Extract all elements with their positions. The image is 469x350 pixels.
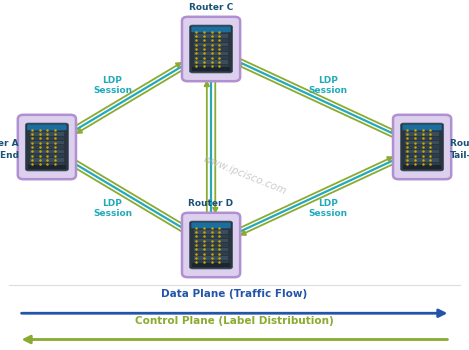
Bar	[194, 248, 228, 251]
Bar	[194, 230, 228, 233]
Text: Control Plane (Label Distribution): Control Plane (Label Distribution)	[135, 316, 334, 326]
Bar	[192, 67, 230, 71]
Bar	[30, 163, 64, 166]
FancyBboxPatch shape	[182, 213, 240, 277]
FancyBboxPatch shape	[189, 221, 233, 269]
Text: LDP
Session: LDP Session	[309, 198, 348, 218]
Bar	[30, 159, 64, 162]
Bar	[30, 141, 64, 144]
Bar	[405, 136, 439, 140]
Bar	[28, 165, 66, 169]
FancyBboxPatch shape	[191, 223, 231, 228]
Bar	[405, 132, 439, 135]
Bar	[194, 65, 228, 68]
Text: Router B: Router B	[450, 139, 469, 148]
Bar	[405, 163, 439, 166]
Text: Tail-End: Tail-End	[450, 151, 469, 160]
Bar	[30, 145, 64, 149]
Bar	[405, 150, 439, 153]
FancyBboxPatch shape	[27, 125, 67, 130]
Bar	[30, 154, 64, 158]
Text: Data Plane (Traffic Flow): Data Plane (Traffic Flow)	[161, 289, 308, 299]
Bar	[194, 43, 228, 46]
Bar	[405, 145, 439, 149]
Bar	[405, 128, 439, 131]
Bar	[403, 165, 441, 169]
Bar	[194, 226, 228, 229]
FancyBboxPatch shape	[401, 123, 444, 171]
FancyBboxPatch shape	[25, 123, 68, 171]
Bar	[30, 136, 64, 140]
Text: Head-End: Head-End	[0, 151, 19, 160]
FancyBboxPatch shape	[189, 25, 233, 73]
Text: Router D: Router D	[189, 199, 234, 208]
FancyBboxPatch shape	[393, 115, 451, 179]
Bar	[194, 47, 228, 51]
Bar	[30, 128, 64, 131]
Bar	[194, 52, 228, 55]
Bar	[405, 154, 439, 158]
Bar	[30, 132, 64, 135]
FancyBboxPatch shape	[182, 17, 240, 81]
Bar	[194, 61, 228, 64]
Text: LDP
Session: LDP Session	[309, 76, 348, 96]
Bar	[30, 150, 64, 153]
Bar	[194, 234, 228, 238]
Bar	[405, 159, 439, 162]
FancyBboxPatch shape	[191, 27, 231, 32]
Bar	[194, 252, 228, 256]
Bar	[194, 30, 228, 33]
Bar	[194, 243, 228, 247]
Bar	[194, 34, 228, 37]
Text: Router A: Router A	[0, 139, 19, 148]
Text: Router C: Router C	[189, 3, 233, 12]
Bar	[194, 239, 228, 242]
Bar	[194, 38, 228, 42]
Text: www.ipcisco.com: www.ipcisco.com	[201, 154, 287, 196]
Bar	[192, 263, 230, 267]
Text: LDP
Session: LDP Session	[93, 198, 132, 218]
Bar	[405, 141, 439, 144]
Bar	[194, 261, 228, 264]
FancyBboxPatch shape	[402, 125, 442, 130]
Bar	[194, 257, 228, 260]
Bar	[194, 56, 228, 60]
FancyBboxPatch shape	[18, 115, 76, 179]
Text: LDP
Session: LDP Session	[93, 76, 132, 96]
